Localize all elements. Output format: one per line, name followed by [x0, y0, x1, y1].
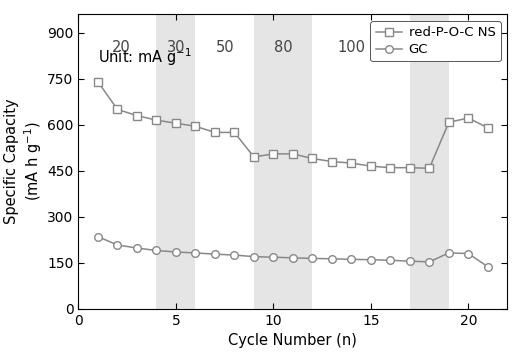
red-P-O-C NS: [446, 120, 452, 125]
GC: [212, 252, 218, 256]
red-P-O-C NS: [231, 130, 237, 135]
GC: [270, 255, 277, 259]
red-P-O-C NS: [290, 152, 296, 156]
Y-axis label: Specific Capacity
(mA h g$^{-1}$): Specific Capacity (mA h g$^{-1}$): [4, 99, 44, 224]
GC: [290, 256, 296, 260]
red-P-O-C NS: [95, 80, 101, 84]
red-P-O-C NS: [192, 124, 199, 129]
Text: 20: 20: [112, 41, 131, 55]
GC: [231, 253, 237, 257]
Line: GC: GC: [94, 233, 492, 271]
red-P-O-C NS: [251, 155, 257, 159]
red-P-O-C NS: [153, 118, 160, 122]
Text: 50: 50: [215, 41, 234, 55]
Text: 30: 30: [167, 41, 185, 55]
GC: [407, 259, 413, 264]
GC: [115, 243, 121, 247]
red-P-O-C NS: [134, 113, 140, 118]
Bar: [410, 14, 449, 309]
GC: [192, 251, 199, 255]
red-P-O-C NS: [309, 156, 315, 160]
GC: [485, 265, 491, 269]
GC: [426, 260, 433, 264]
red-P-O-C NS: [387, 165, 393, 170]
X-axis label: Cycle Number (n): Cycle Number (n): [229, 333, 357, 348]
GC: [368, 257, 374, 262]
red-P-O-C NS: [270, 152, 277, 156]
red-P-O-C NS: [329, 159, 335, 164]
GC: [251, 255, 257, 259]
red-P-O-C NS: [407, 165, 413, 170]
GC: [309, 256, 315, 261]
red-P-O-C NS: [348, 161, 355, 165]
Text: Unit: mA g$^{-1}$: Unit: mA g$^{-1}$: [98, 47, 192, 68]
GC: [134, 246, 140, 250]
GC: [348, 257, 355, 261]
red-P-O-C NS: [212, 130, 218, 135]
Text: 20: 20: [455, 41, 474, 55]
red-P-O-C NS: [485, 126, 491, 130]
red-P-O-C NS: [173, 121, 179, 125]
red-P-O-C NS: [426, 166, 433, 171]
Bar: [156, 14, 196, 309]
GC: [387, 258, 393, 262]
GC: [153, 248, 160, 253]
Text: 150: 150: [380, 41, 408, 55]
GC: [446, 251, 452, 255]
Bar: [254, 14, 312, 309]
red-P-O-C NS: [465, 116, 471, 120]
GC: [173, 250, 179, 254]
Text: 100: 100: [337, 41, 366, 55]
Legend: red-P-O-C NS, GC: red-P-O-C NS, GC: [370, 21, 501, 61]
GC: [95, 234, 101, 239]
GC: [329, 257, 335, 261]
red-P-O-C NS: [368, 164, 374, 168]
Line: red-P-O-C NS: red-P-O-C NS: [94, 78, 492, 172]
red-P-O-C NS: [115, 107, 121, 112]
Text: 80: 80: [274, 41, 292, 55]
GC: [465, 251, 471, 256]
